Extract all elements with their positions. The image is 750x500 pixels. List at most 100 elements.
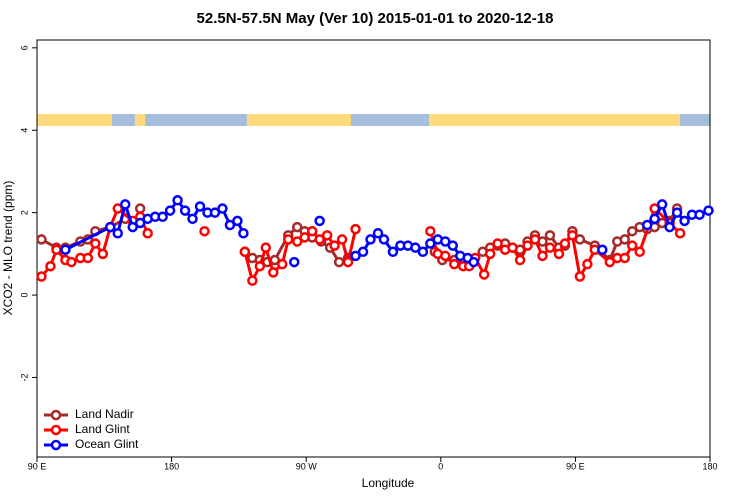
point: [447, 240, 459, 251]
point: [142, 228, 153, 239]
point: [378, 234, 390, 245]
point: [277, 258, 288, 270]
x-tick-label: 90 W: [296, 461, 318, 471]
point: [619, 234, 631, 245]
point: [134, 217, 146, 229]
x-tick-label: 180: [164, 461, 179, 471]
point: [342, 256, 354, 268]
x-tick-label: 90 E: [566, 461, 585, 471]
point: [112, 228, 124, 239]
point: [105, 221, 116, 233]
point: [209, 207, 221, 218]
point: [468, 256, 479, 268]
legend-label: Land Glint: [75, 422, 130, 436]
point: [484, 248, 496, 260]
point: [417, 246, 429, 258]
point: [626, 225, 638, 237]
point: [36, 234, 47, 245]
y-tick-label: -2: [19, 373, 29, 381]
point: [291, 236, 303, 247]
chart-title: 52.5N-57.5N May (Ver 10) 2015-01-01 to 2…: [197, 10, 554, 27]
point: [559, 238, 571, 249]
point: [336, 234, 348, 245]
point: [260, 242, 272, 253]
point: [172, 195, 183, 206]
point: [314, 234, 325, 245]
point: [90, 238, 101, 249]
point: [357, 246, 369, 258]
land-strip: [135, 114, 145, 126]
point: [537, 250, 548, 262]
point: [299, 232, 310, 243]
point: [288, 256, 300, 268]
point: [656, 199, 668, 210]
point: [492, 238, 503, 249]
point: [36, 271, 47, 282]
point: [157, 211, 168, 223]
x-tick-label: 90 E: [28, 461, 47, 471]
point: [119, 199, 131, 210]
point: [45, 260, 56, 272]
point: [694, 209, 705, 220]
point: [224, 219, 236, 231]
point: [671, 207, 683, 218]
point: [425, 225, 436, 237]
point: [350, 223, 361, 235]
point: [522, 240, 533, 251]
point: [679, 215, 690, 227]
point: [574, 234, 586, 245]
point: [66, 256, 77, 268]
y-axis-label: XCO2 - MLO trend (ppm): [1, 181, 15, 316]
land-strip: [429, 114, 680, 126]
point: [478, 269, 490, 280]
point: [544, 230, 556, 241]
point: [232, 215, 243, 227]
x-tick-label: 180: [702, 461, 717, 471]
point: [567, 230, 578, 241]
point: [507, 242, 518, 253]
legend-label: Land Nadir: [75, 407, 134, 421]
point: [291, 221, 303, 233]
point: [238, 228, 249, 239]
point: [97, 248, 109, 260]
point: [529, 234, 541, 245]
point: [321, 230, 333, 241]
point: [333, 256, 345, 268]
point: [664, 221, 675, 233]
point: [199, 225, 210, 237]
point: [440, 236, 451, 247]
point: [187, 213, 198, 225]
point: [179, 205, 191, 216]
point: [134, 203, 146, 214]
point: [641, 219, 653, 231]
point: [649, 213, 660, 225]
point: [674, 228, 686, 239]
point: [283, 234, 294, 245]
legend-swatch-point: [50, 409, 62, 421]
point: [544, 242, 556, 253]
point: [626, 240, 638, 251]
point: [82, 252, 94, 264]
point: [164, 205, 176, 216]
map-strip: [37, 114, 710, 126]
point: [449, 258, 460, 270]
point: [127, 221, 138, 233]
y-tick-label: 4: [19, 128, 29, 133]
point: [597, 244, 608, 255]
point: [553, 248, 565, 260]
point: [306, 225, 318, 237]
point: [254, 260, 266, 272]
x-axis-label: Longitude: [362, 476, 415, 490]
land-strip: [247, 114, 351, 126]
point: [60, 244, 71, 255]
point: [350, 250, 361, 262]
point: [268, 267, 279, 278]
legend-swatch-point: [50, 439, 62, 451]
point: [194, 201, 206, 212]
point: [410, 242, 421, 253]
point: [574, 271, 586, 282]
point: [372, 228, 384, 239]
point: [514, 254, 526, 266]
x-tick-label: 0: [438, 461, 443, 471]
